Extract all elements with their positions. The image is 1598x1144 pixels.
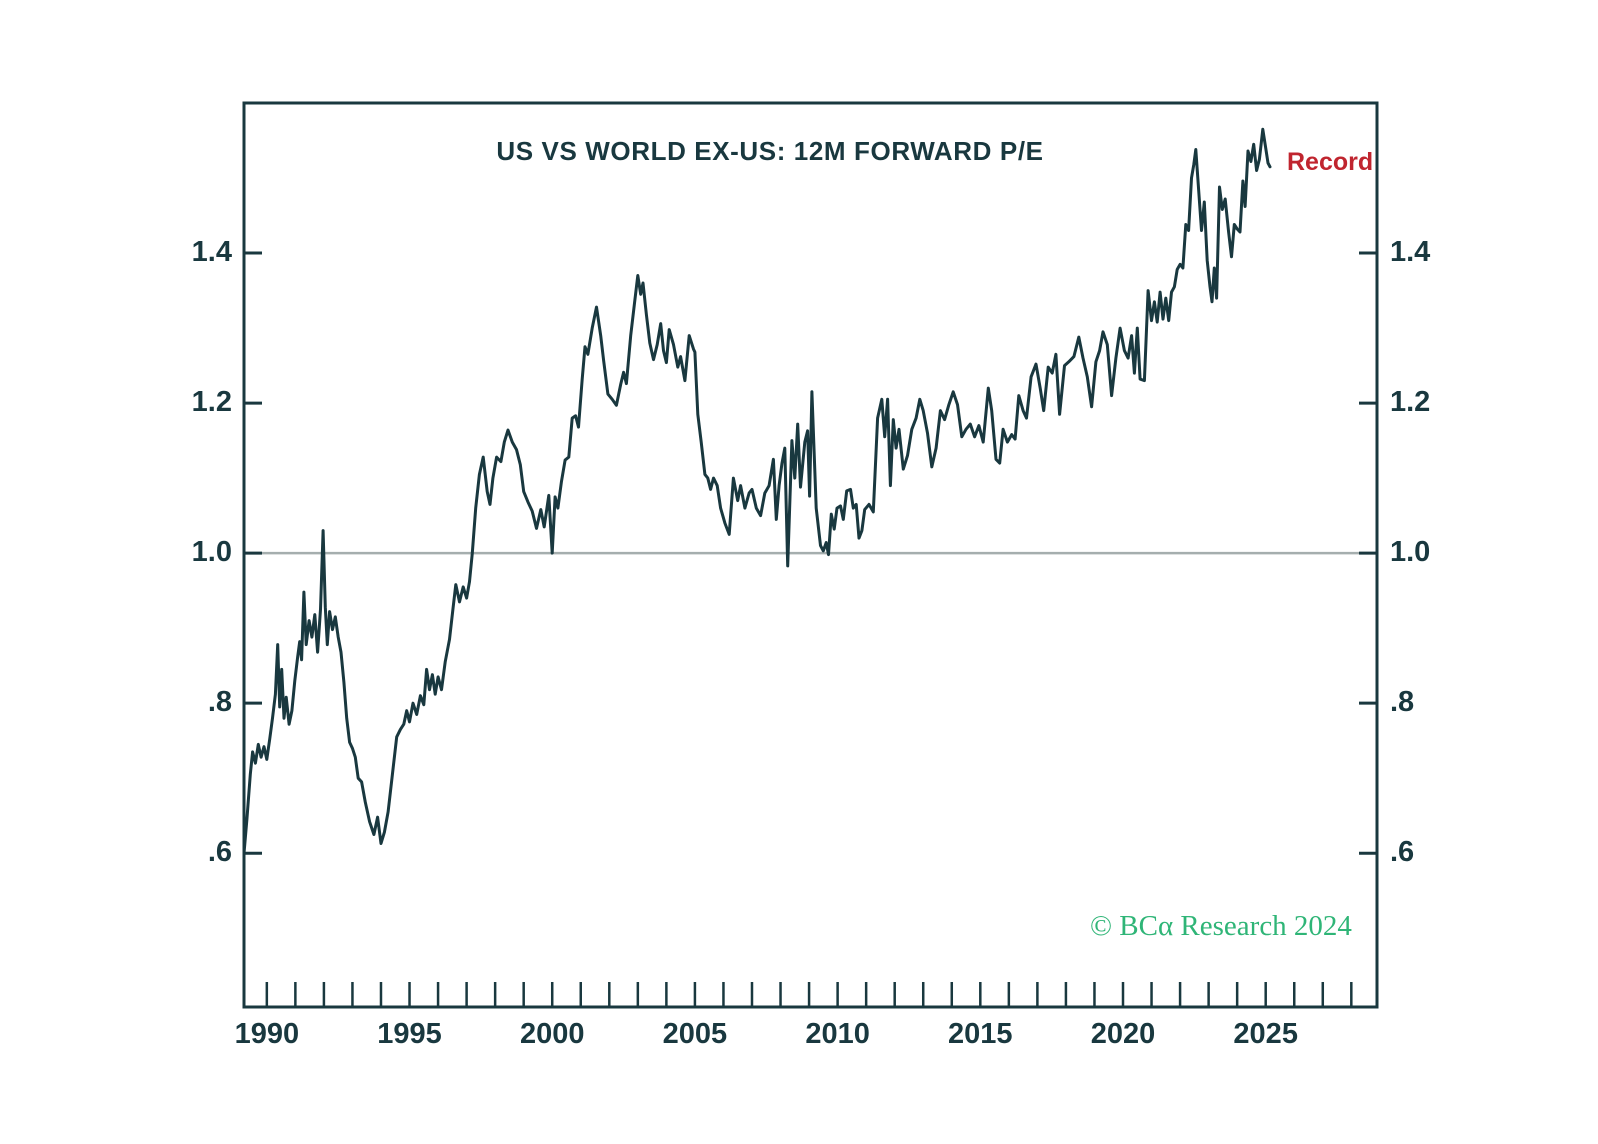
x-axis-label: 2025 — [1233, 1018, 1298, 1050]
y-axis-label-right: 1.4 — [1390, 236, 1431, 269]
y-axis-label-right: .6 — [1390, 836, 1415, 869]
y-axis-label-right: .8 — [1390, 686, 1415, 719]
y-axis-label-left: 1.2 — [191, 386, 232, 419]
x-axis-label: 2005 — [662, 1018, 728, 1050]
x-axis-ticks — [265, 982, 1353, 1007]
y-axis-label-right: 1.2 — [1390, 386, 1431, 419]
y-axis-label-left: 1.0 — [191, 536, 232, 569]
watermark: © BCα Research 2024 — [1090, 910, 1352, 942]
x-axis-label: 2010 — [805, 1018, 870, 1050]
y-axis-label-left: .8 — [207, 686, 232, 719]
x-axis-label: 2015 — [948, 1018, 1013, 1050]
plot-frame — [242, 101, 1379, 1009]
series-line — [242, 127, 1272, 855]
y-axis-label-left: .6 — [207, 836, 232, 869]
x-axis-label: 2020 — [1090, 1018, 1156, 1050]
chart-title: US VS WORLD EX-US: 12M FORWARD P/E — [496, 136, 1044, 166]
y-axis-label-right: 1.0 — [1390, 536, 1431, 569]
y-axis-label-left: 1.4 — [191, 236, 232, 269]
x-axis-label: 2000 — [519, 1018, 585, 1050]
record-annotation: Record — [1287, 148, 1374, 176]
x-axis-label: 1990 — [234, 1018, 300, 1050]
x-axis-label: 1995 — [377, 1018, 442, 1050]
y-axis-ticks — [244, 251, 1377, 855]
